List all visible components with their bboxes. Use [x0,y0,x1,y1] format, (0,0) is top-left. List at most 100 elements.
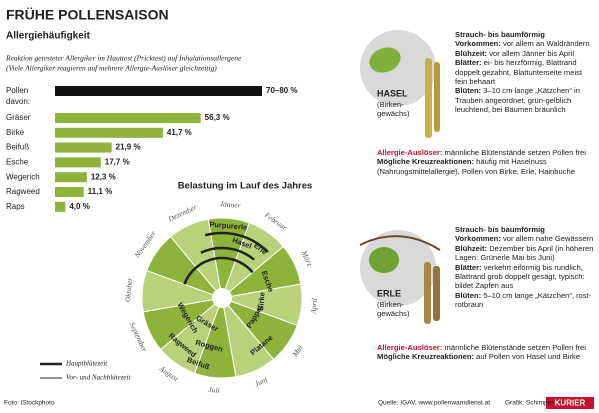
category-label: Pollen [6,86,28,95]
catkin [433,266,440,321]
month-label: Mai [290,343,305,359]
category-label: Beifuß [6,143,29,152]
plant-details: Strauch- bis baumförmig Vorkommen: vor al… [455,225,595,310]
category-label: Gräser [6,113,31,122]
detail-text: Dezember bis April (in höheren Lagen: Gr… [455,243,594,263]
subtitle: Allergiehäufigkeit [6,31,91,42]
detail-row: Vorkommen: vor allem nahe Gewässern [455,234,595,243]
bar [55,127,163,138]
allergy-row: Allergie-Auslöser: männliche Blütenständ… [377,343,595,352]
bar [55,172,87,183]
plant-circle [360,30,436,106]
bar [55,86,262,96]
detail-row: Blüten: 3–10 cm lange „Kätzchen“ in Trau… [455,86,595,114]
lead: Strauch- bis baumförmig [455,30,545,39]
branch [359,235,441,251]
detail-text: vor allem an Waldrändern [502,39,590,49]
detail-row: Blühzeit: Dezember bis April (in höheren… [455,244,595,263]
bar [55,142,112,153]
plant-name: ERLE [377,288,401,298]
month-label: Juli [208,385,220,395]
detail-label: Blätter: [455,58,482,68]
allergy-text: häufig mit Haselnuss (Nahrungsmittelalle… [377,157,575,176]
bloom-arc [204,231,269,253]
detail-label: Blätter: [455,262,482,272]
allergy-label: Mögliche Kreuzreaktionen: [377,157,475,167]
value-label: 56,3 % [205,113,230,122]
category-label: Ragweed [6,187,40,196]
value-label: 4,0 % [69,202,89,211]
detail-text: verkehrt eiförmig bis rundlich, Blattran… [455,262,585,291]
wheel-sector [169,218,223,300]
title: FRÜHE POLLENSAISON [6,7,169,23]
wheel-center [212,288,232,308]
value-label: 17,7 % [105,158,130,167]
leaf [369,47,401,73]
plant-label: Purpurerle [209,220,248,232]
detail-label: Vorkommen: [455,234,501,244]
category-label: Birke [6,128,25,137]
value-label: 41,7 % [167,128,192,137]
bar [55,157,101,168]
group-label: davon: [6,97,30,106]
detail-label: Blühzeit: [455,243,488,253]
detail-row: Blätter: verkehrt eiförmig bis rundlich,… [455,263,595,291]
plant-allergy: Allergie-Auslöser: männliche Blütenständ… [377,343,595,362]
detail-text: 5–10 cm lange „Kätzchen“, rost-rotbraun [455,290,592,310]
note: (Viele Allergiker reagieren auf mehrere … [6,64,217,73]
allergy-text: auf Pollen von Hasel und Birke [476,352,581,362]
detail-text: vor allem nahe Gewässern [502,234,594,244]
month-label: September [128,321,150,354]
value-label: 11,1 % [88,187,112,196]
brand: KURIER [555,399,586,408]
footer-source: Quelle: IGAV, www.pollenwarndienst.at [378,400,490,407]
plant-label: Birke [256,292,267,311]
bar [55,201,66,212]
month-label: Juni [253,375,269,389]
allergy-label: Mögliche Kreuzreaktionen: [377,352,475,362]
detail-label: Vorkommen: [455,39,501,49]
footer-graphic: Grafik: Schimper [505,400,554,407]
plant-family: (Birken-gewächs) [377,300,410,319]
legend-label: Hauptblütezeit [65,360,108,368]
detail-text: vor allem Jänner bis April [489,48,575,58]
detail-text: 3–10 cm lange „Kätzchen“ in Trauben ange… [455,86,580,115]
month-label: April [309,298,319,315]
plant-details: Strauch- bis baumförmig Vorkommen: vor al… [455,30,595,115]
bloom-arc [183,256,254,285]
catkin [425,58,432,138]
month-label: Oktober [123,277,134,302]
allergy-row: Mögliche Kreuzreaktionen: häufig mit Has… [377,157,595,176]
bar [55,113,201,123]
month-label: März [299,248,314,267]
allergy-text: männliche Blütenstände setzen Pollen fre… [444,148,586,157]
month-label: Dezember [166,202,198,223]
note: Reaktion getesteter Allergiker im Hautte… [5,54,242,63]
plant-name: HASEL [377,88,408,98]
detail-row: Vorkommen: vor allem an Waldrändern [455,39,595,48]
brand-box [546,397,594,409]
catkin [424,262,431,324]
catkin [434,62,440,132]
bar [55,187,84,197]
detail-label: Blühzeit: [455,48,488,58]
month-label: Jänner [219,199,241,210]
wheel-title: Belastung im Lauf des Jahres [178,181,313,192]
month-label: August [157,363,181,383]
leaf [369,247,399,273]
detail-row: Blühzeit: vor allem Jänner bis April [455,49,595,58]
plant-allergy: Allergie-Auslöser: männliche Blütenständ… [377,148,595,176]
detail-row: Blüten: 5–10 cm lange „Kätzchen“, rost-r… [455,291,595,310]
legend-label: Vor- und Nachblütezeit [66,374,131,382]
detail-row: Blätter: ei- bis herzförmig, Blattrand d… [455,58,595,86]
bloom-arc [200,246,255,261]
allergy-row: Mögliche Kreuzreaktionen: auf Pollen von… [377,352,595,361]
value-label: 12,3 % [91,172,116,181]
allergy-label: Allergie-Auslöser: [377,148,443,157]
plant-family: (Birken-gewächs) [377,100,410,119]
allergy-row: Allergie-Auslöser: männliche Blütenständ… [377,148,595,157]
allergy-label: Allergie-Auslöser: [377,343,443,352]
category-label: Esche [6,158,29,167]
